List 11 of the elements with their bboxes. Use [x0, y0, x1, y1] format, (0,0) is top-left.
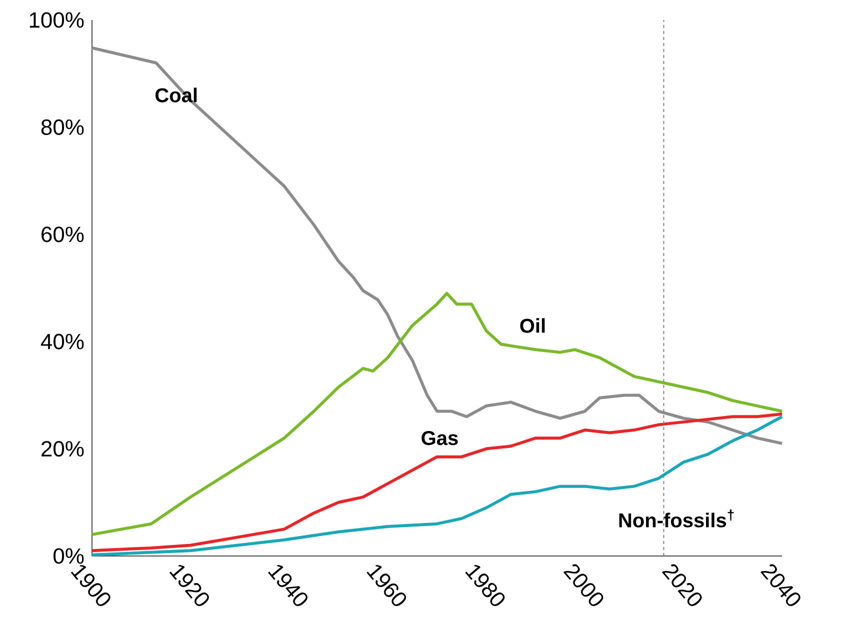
y-tick-label: 40% [40, 334, 84, 350]
y-tick-label: 20% [42, 441, 84, 457]
series-label: Non-fossils$^{†}$ [619, 510, 734, 528]
line-series [90, 46, 784, 445]
series-label: Oil [520, 318, 545, 333]
y-tick-label: 80% [41, 119, 84, 135]
series-label: Coal [155, 88, 197, 102]
y-tick-label: 60% [42, 226, 84, 242]
series-label: Gas [422, 431, 458, 446]
y-tick-label: 0% [54, 548, 84, 564]
y-tick-label: 100% [30, 12, 84, 28]
